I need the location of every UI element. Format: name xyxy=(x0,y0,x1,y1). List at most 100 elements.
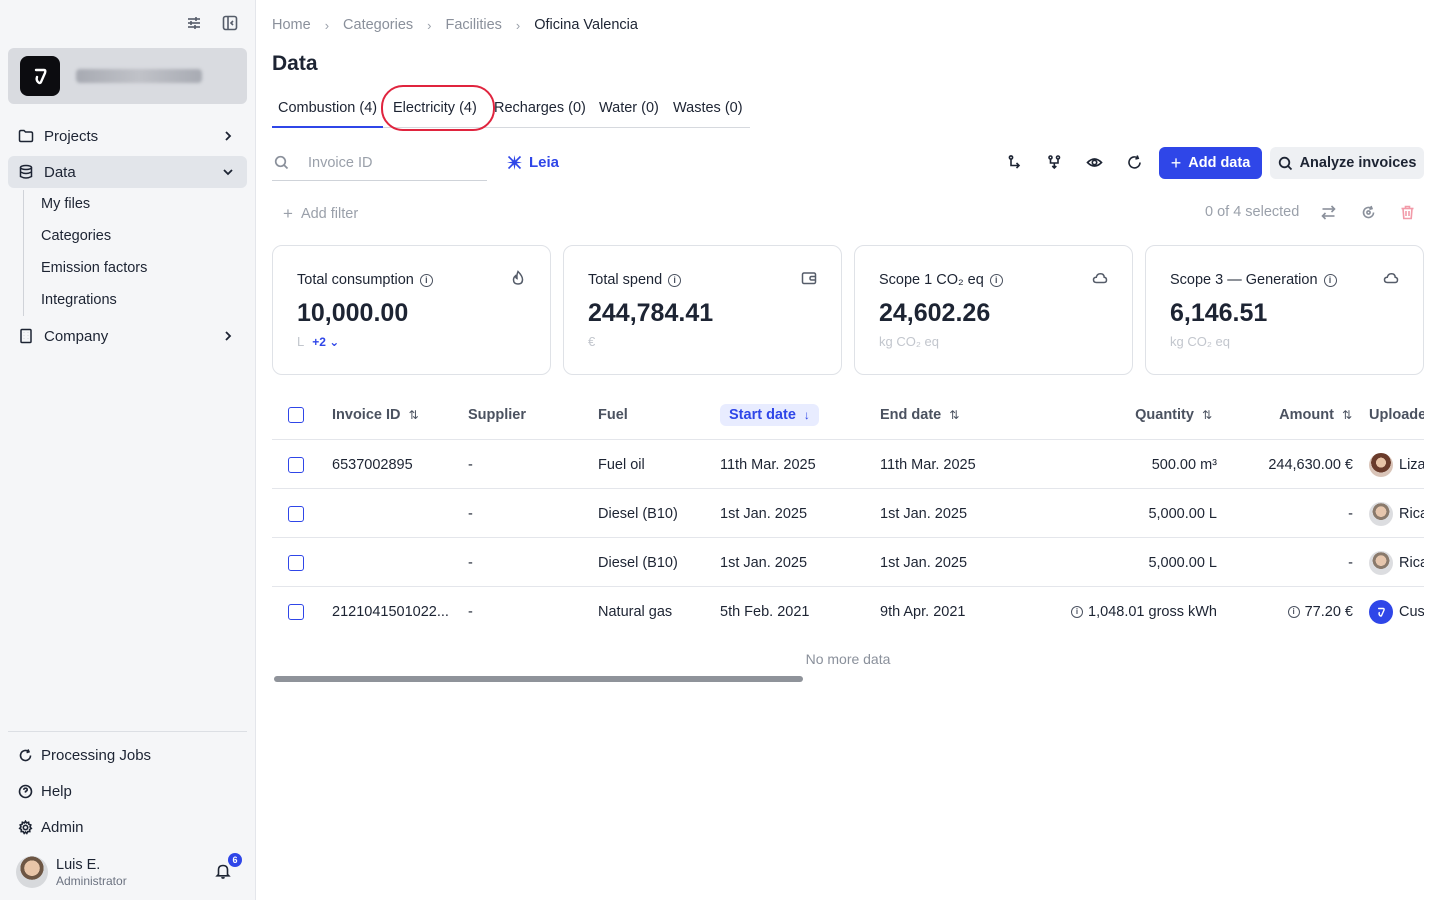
invoice-id-search-input[interactable] xyxy=(308,152,478,174)
split-rows-icon[interactable] xyxy=(1006,154,1023,171)
submenu-line xyxy=(23,190,24,316)
cell-start-date: 1st Jan. 2025 xyxy=(720,554,808,571)
wallet-icon xyxy=(801,270,817,286)
nav-my-files[interactable]: My files xyxy=(41,196,91,212)
header-amount[interactable]: Amount ⇅ xyxy=(1279,407,1352,423)
building-icon xyxy=(20,328,32,344)
gear-icon xyxy=(18,820,33,835)
nav-data[interactable]: Data xyxy=(8,156,247,188)
sort-icon: ⇅ xyxy=(949,408,960,422)
card-total-spend: Total spend i 244,784.41 € xyxy=(563,245,842,375)
collapse-sidebar-icon[interactable] xyxy=(221,14,239,35)
card-label: Total consumption xyxy=(297,272,414,288)
add-data-button[interactable]: + Add data xyxy=(1159,147,1262,179)
table-row[interactable]: 6537002895 - Fuel oil 11th Mar. 2025 11t… xyxy=(272,440,1424,489)
nav-projects-label: Projects xyxy=(44,127,99,145)
sidebar: Projects Data My files Categories Emissi… xyxy=(0,0,256,900)
tab-recharges[interactable]: Recharges (0) xyxy=(494,100,586,116)
cell-start-date: 1st Jan. 2025 xyxy=(720,505,808,522)
header-invoice-id[interactable]: Invoice ID ⇅ xyxy=(332,407,419,423)
swap-icon[interactable] xyxy=(1320,204,1337,221)
processing-jobs-label: Processing Jobs xyxy=(41,747,152,764)
info-icon[interactable]: i xyxy=(419,273,433,287)
recalculate-icon[interactable] xyxy=(1360,204,1377,221)
header-uploaded[interactable]: Uploade xyxy=(1369,407,1424,423)
header-start-date[interactable]: Start date ↓ xyxy=(720,390,819,440)
tab-water[interactable]: Water (0) xyxy=(599,100,659,116)
eye-icon[interactable] xyxy=(1086,154,1103,171)
info-icon[interactable]: i xyxy=(668,273,682,287)
cell-end-date: 1st Jan. 2025 xyxy=(880,554,968,571)
cell-supplier: - xyxy=(468,505,473,522)
notifications-bell-icon[interactable] xyxy=(214,862,232,880)
nav-help[interactable]: Help xyxy=(18,783,72,800)
nav-projects[interactable]: Projects xyxy=(8,120,247,152)
nav-integrations[interactable]: Integrations xyxy=(41,292,117,308)
nav-company[interactable]: Company xyxy=(8,320,247,352)
organization-switcher[interactable] xyxy=(8,48,247,104)
trash-icon[interactable] xyxy=(1399,204,1416,221)
card-unit: kg CO₂ eq xyxy=(879,334,939,349)
row-checkbox[interactable] xyxy=(288,456,304,473)
header-end-date[interactable]: End date ⇅ xyxy=(880,407,960,423)
breadcrumb-home[interactable]: Home xyxy=(272,17,311,33)
cloud-icon xyxy=(1383,270,1399,286)
tab-wastes[interactable]: Wastes (0) xyxy=(673,100,743,116)
cell-quantity: 1,048.01 gross kWh xyxy=(1088,603,1217,620)
header-supplier[interactable]: Supplier xyxy=(468,407,527,423)
breadcrumb: Home › Categories › Facilities › Oficina… xyxy=(272,17,638,33)
analyze-invoices-button[interactable]: Analyze invoices xyxy=(1270,147,1424,179)
category-tabs: Combustion (4) Electricity (4) Recharges… xyxy=(271,96,750,128)
header-fuel[interactable]: Fuel xyxy=(598,407,628,423)
cell-fuel: Fuel oil xyxy=(598,456,645,473)
cell-fuel: Diesel (B10) xyxy=(598,505,678,522)
user-profile[interactable]: Luis E. Administrator xyxy=(16,856,127,888)
cell-uploader: Liza xyxy=(1399,456,1424,473)
avatar xyxy=(16,856,48,888)
nav-emission-factors[interactable]: Emission factors xyxy=(41,260,148,276)
header-quantity[interactable]: Quantity ⇅ xyxy=(1135,407,1212,423)
analyze-invoices-label: Analyze invoices xyxy=(1299,155,1417,171)
breadcrumb-facilities[interactable]: Facilities xyxy=(445,17,502,33)
search-icon xyxy=(274,155,289,170)
info-icon[interactable]: i xyxy=(989,273,1003,287)
cell-invoice-id: 6537002895 xyxy=(332,456,413,473)
row-checkbox[interactable] xyxy=(288,505,304,522)
avatar xyxy=(1369,452,1393,477)
avatar xyxy=(1369,550,1393,575)
info-icon[interactable]: i xyxy=(1323,273,1337,287)
leia-assistant-button[interactable]: Leia xyxy=(506,154,559,171)
sliders-icon[interactable] xyxy=(185,14,203,35)
nav-admin[interactable]: Admin xyxy=(18,819,84,836)
cell-end-date: 11th Mar. 2025 xyxy=(880,456,976,473)
cell-amount: - xyxy=(1348,505,1353,522)
sidebar-top-icons xyxy=(185,14,239,35)
horizontal-scrollbar[interactable] xyxy=(274,676,803,682)
info-icon[interactable]: i xyxy=(1287,605,1300,618)
refresh-icon[interactable] xyxy=(1126,154,1143,171)
row-checkbox[interactable] xyxy=(288,554,304,571)
sort-descending-icon: ↓ xyxy=(803,408,810,422)
tab-combustion[interactable]: Combustion (4) xyxy=(271,100,384,128)
table-row[interactable]: 2121041501022... - Natural gas 5th Feb. … xyxy=(272,587,1424,635)
breadcrumb-categories[interactable]: Categories xyxy=(343,17,414,33)
select-all-checkbox[interactable] xyxy=(288,407,304,423)
more-units-toggle[interactable]: +2 ⌄ xyxy=(312,334,340,349)
table-row[interactable]: - Diesel (B10) 1st Jan. 2025 1st Jan. 20… xyxy=(272,489,1424,538)
row-checkbox[interactable] xyxy=(288,603,304,620)
card-unit: L xyxy=(297,334,305,349)
nav-categories[interactable]: Categories xyxy=(41,228,112,244)
add-filter-button[interactable]: + Add filter xyxy=(283,204,358,224)
group-rows-icon[interactable] xyxy=(1046,154,1063,171)
nav-processing-jobs[interactable]: Processing Jobs xyxy=(18,747,151,764)
table-row[interactable]: - Diesel (B10) 1st Jan. 2025 1st Jan. 20… xyxy=(272,538,1424,587)
table-footer-message: No more data xyxy=(805,651,891,667)
nav-data-label: Data xyxy=(44,163,76,181)
info-icon[interactable]: i xyxy=(1071,605,1084,618)
card-value: 244,784.41 xyxy=(588,299,714,327)
cell-uploader: Cus xyxy=(1399,603,1424,620)
search-bar xyxy=(272,146,487,181)
cell-supplier: - xyxy=(468,603,473,620)
tab-electricity[interactable]: Electricity (4) xyxy=(393,100,477,116)
cell-amount: 244,630.00 € xyxy=(1268,456,1353,473)
